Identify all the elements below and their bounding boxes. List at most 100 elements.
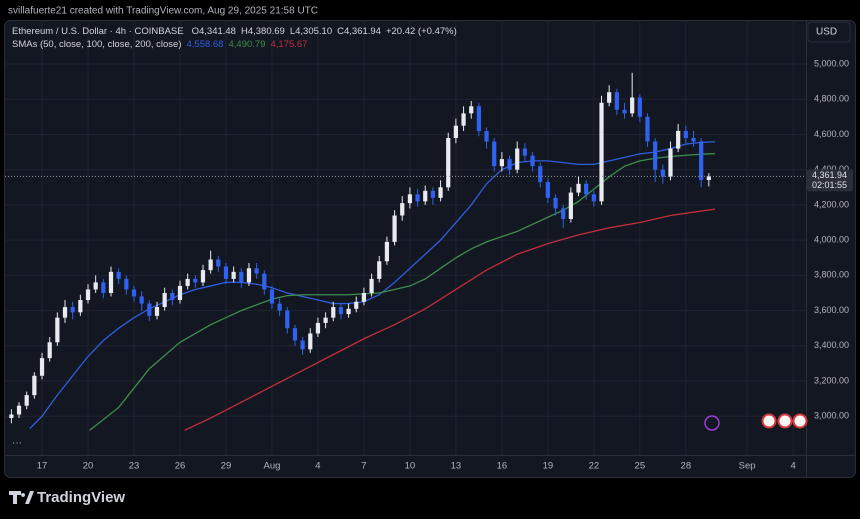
ohlc-key: O [192,26,199,37]
more-dots[interactable]: ··· [12,438,22,449]
x-tick-label: Sep [739,461,756,472]
candle-body [622,109,627,114]
candle-body [70,307,75,313]
candle-body [706,176,711,181]
candle-body [208,259,213,271]
candle-body [476,106,481,131]
candle-body [653,141,658,170]
candle-body [308,333,313,350]
x-tick-label: 22 [589,461,600,472]
candle-body [239,271,244,283]
candle-body [392,215,397,242]
indicator-value: 4,175.67 [270,39,307,50]
candle-body [108,271,114,293]
candle-body [614,92,619,110]
candle-body [223,266,229,279]
x-tick-label: 29 [221,461,232,472]
candle-body [400,203,405,216]
y-tick-label: 5,000.00 [814,58,849,68]
candle-body [154,307,160,316]
y-tick-label: 4,600.00 [814,129,849,139]
candle-body [285,310,290,329]
candle-body [193,278,198,283]
x-tick-label: 16 [497,461,508,472]
y-tick-label: 3,400.00 [814,340,849,350]
candle-body [438,187,443,198]
x-tick-label: 10 [405,461,416,472]
candle-body [124,278,129,290]
y-tick-label: 3,000.00 [814,411,849,421]
candle-body [85,289,91,301]
ohlc-value: 4,341.48 [199,26,236,37]
candle-body [93,282,98,290]
candle-body [24,395,29,406]
last-price-label: 4,361.94 [812,170,847,180]
currency: USD [816,27,837,38]
ohlc: O4,341.48 H4,380.69 L4,305.10 C4,361.94 [192,26,381,37]
event-icons [704,413,808,431]
candle-body [323,317,328,323]
candle-body [354,301,359,309]
candle-body [538,166,543,183]
candle-body [62,307,68,318]
candle-body [292,328,298,341]
candle-body [139,296,144,304]
ohlc-key: C [337,26,344,37]
candle-body [499,159,504,167]
flag-icon[interactable] [777,413,793,429]
y-tick-label: 3,600.00 [814,305,849,315]
candle-body [216,259,221,267]
ohlc-value: 4,305.10 [295,26,332,37]
candle-body [39,358,45,376]
candle-body [645,116,650,142]
x-tick-label: Aug [264,461,281,472]
candle-body [231,271,236,279]
x-tick-label: 26 [175,461,186,472]
indicator-value: 4,490.79 [228,39,265,50]
x-tick-label: 13 [451,461,462,472]
brand-icon [9,491,34,504]
event-icon[interactable] [704,415,720,431]
x-tick-label: 19 [543,461,554,472]
last-price-box [807,169,853,192]
flag-icon[interactable] [761,413,777,429]
candle-body [269,289,275,304]
candle-body [637,97,642,117]
currency-box[interactable] [807,21,851,43]
axes: 3,000.00 3,200.00 3,400.00 3,600.00 3,800.00… [5,58,853,472]
candle-body [630,97,635,114]
candle-body [9,414,14,419]
candle-body [407,194,413,204]
candle-body [32,375,37,396]
candle-body [568,192,573,220]
candle-body [346,308,351,315]
candle-body [461,113,466,126]
flag-icon[interactable] [792,413,808,429]
candle-body [599,102,604,202]
attribution: svillafuerte21 created with TradingView.… [8,6,318,17]
indicator-value: 4,558.68 [187,39,224,50]
candle-body [78,300,83,313]
ohlc-key: H [241,26,248,37]
candle-body [47,342,52,359]
candle-body [484,130,489,142]
candle-body [147,303,152,316]
x-tick-label: 4 [790,461,795,472]
indicator-legend: SMAs (50, close, 100, close, 200, close)… [12,39,307,50]
x-tick-label: 17 [37,461,48,472]
candle-body [691,137,696,142]
candle-body [492,141,497,167]
y-tick-label: 3,200.00 [814,375,849,385]
x-tick-label: 4 [315,461,320,472]
sma-line [89,153,715,431]
candle-body [170,292,175,301]
indicator-label: SMAs (50, close, 100, close, 200, close) [12,39,182,50]
candle-body [576,183,581,193]
countdown: 02:01:55 [812,180,847,190]
candle-body [660,169,665,177]
y-tick-label: 4,800.00 [814,94,849,104]
y-tick-label: 4,000.00 [814,235,849,245]
candle-body [545,182,550,198]
candle-body [591,194,596,202]
candle-body [507,159,512,170]
